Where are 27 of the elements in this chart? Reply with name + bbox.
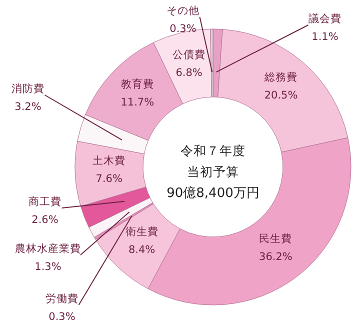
slice-label: 民生費 bbox=[259, 232, 292, 245]
slice-label: 農林水産業費 bbox=[15, 242, 81, 255]
data-label: 11.7% bbox=[120, 96, 154, 109]
slice-label: 消防費 bbox=[12, 82, 44, 95]
data-label: 20.5% bbox=[264, 89, 298, 102]
slice-label: 議会費 bbox=[308, 12, 342, 25]
slice-label: 教育費 bbox=[120, 78, 154, 91]
data-label: 2.6% bbox=[32, 214, 58, 226]
slice-label: 総務費 bbox=[264, 70, 298, 84]
slice-label: 公債費 bbox=[172, 48, 206, 61]
data-label: 3.2% bbox=[14, 101, 42, 113]
text: 90億8,400万円 bbox=[166, 186, 260, 201]
slice-label: 労働費 bbox=[46, 292, 78, 305]
text: 当初予算 bbox=[187, 164, 239, 179]
data-label: 1.3% bbox=[34, 261, 62, 273]
slice-label: 衛生費 bbox=[125, 224, 158, 238]
slice-label: その他 bbox=[166, 5, 200, 17]
slice-label: 商工費 bbox=[28, 195, 62, 208]
data-label: 0.3% bbox=[48, 311, 76, 323]
data-label: 7.6% bbox=[96, 173, 122, 186]
data-label: 8.4% bbox=[128, 244, 156, 256]
data-label: 36.2% bbox=[259, 250, 292, 263]
data-label: 1.1% bbox=[312, 31, 338, 43]
data-label: 0.3% bbox=[170, 23, 196, 35]
slice-label: 土木費 bbox=[92, 154, 126, 168]
data-label: 6.8% bbox=[176, 66, 202, 79]
text: 令和７年度 bbox=[180, 143, 246, 158]
